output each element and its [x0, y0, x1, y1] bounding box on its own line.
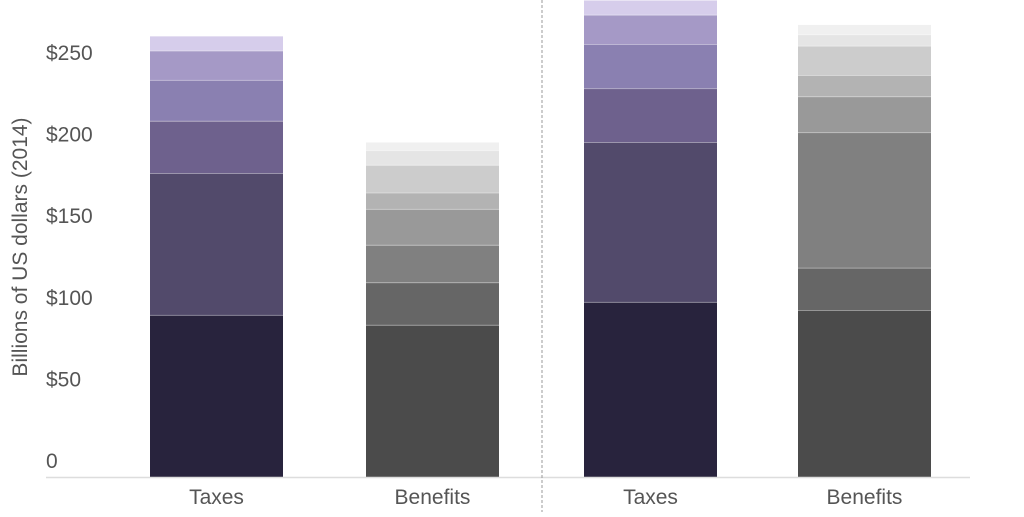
bar-segment	[584, 44, 717, 89]
y-tick-label: $200	[46, 124, 93, 147]
bar-segment	[798, 24, 931, 35]
bar-segment	[366, 193, 499, 210]
bar-segment	[798, 75, 931, 97]
bar-segment	[798, 132, 931, 269]
bar-segment	[584, 0, 717, 16]
y-axis-label: Billions of US dollars (2014)	[9, 117, 32, 376]
bar-segment	[150, 51, 283, 81]
bar-segment	[150, 315, 283, 477]
y-tick-label: $50	[46, 368, 81, 391]
bar-segment	[150, 36, 283, 52]
bar-segment	[798, 310, 931, 477]
bar-segment	[366, 282, 499, 326]
x-tick-label: Taxes	[623, 486, 678, 509]
bar-segment	[798, 268, 931, 311]
bar-segment	[366, 150, 499, 166]
y-tick-label: $250	[46, 42, 93, 65]
bar-segment	[584, 302, 717, 477]
y-tick-label: 0	[46, 450, 58, 473]
bar-segment	[366, 325, 499, 477]
bar-segment	[150, 121, 283, 174]
y-tick-label: $150	[46, 205, 93, 228]
x-tick-label: Benefits	[395, 486, 471, 509]
bar-benefits	[798, 24, 931, 477]
y-tick-label: $100	[46, 287, 93, 310]
bar-segment	[584, 15, 717, 45]
bar-segment	[798, 46, 931, 76]
bar-segment	[366, 142, 499, 151]
bar-segment	[798, 34, 931, 47]
bar-segment	[366, 165, 499, 194]
bar-segment	[584, 88, 717, 143]
bar-segment	[798, 96, 931, 133]
bar-segment	[150, 80, 283, 122]
x-tick-label: Benefits	[827, 486, 903, 509]
bar-segment	[150, 173, 283, 316]
bar-segment	[366, 209, 499, 246]
bar-benefits	[366, 142, 499, 477]
bar-segment	[366, 245, 499, 283]
bar-taxes	[150, 36, 283, 477]
bar-segment	[584, 142, 717, 303]
x-tick-label: Taxes	[189, 486, 244, 509]
bar-taxes	[584, 0, 717, 477]
